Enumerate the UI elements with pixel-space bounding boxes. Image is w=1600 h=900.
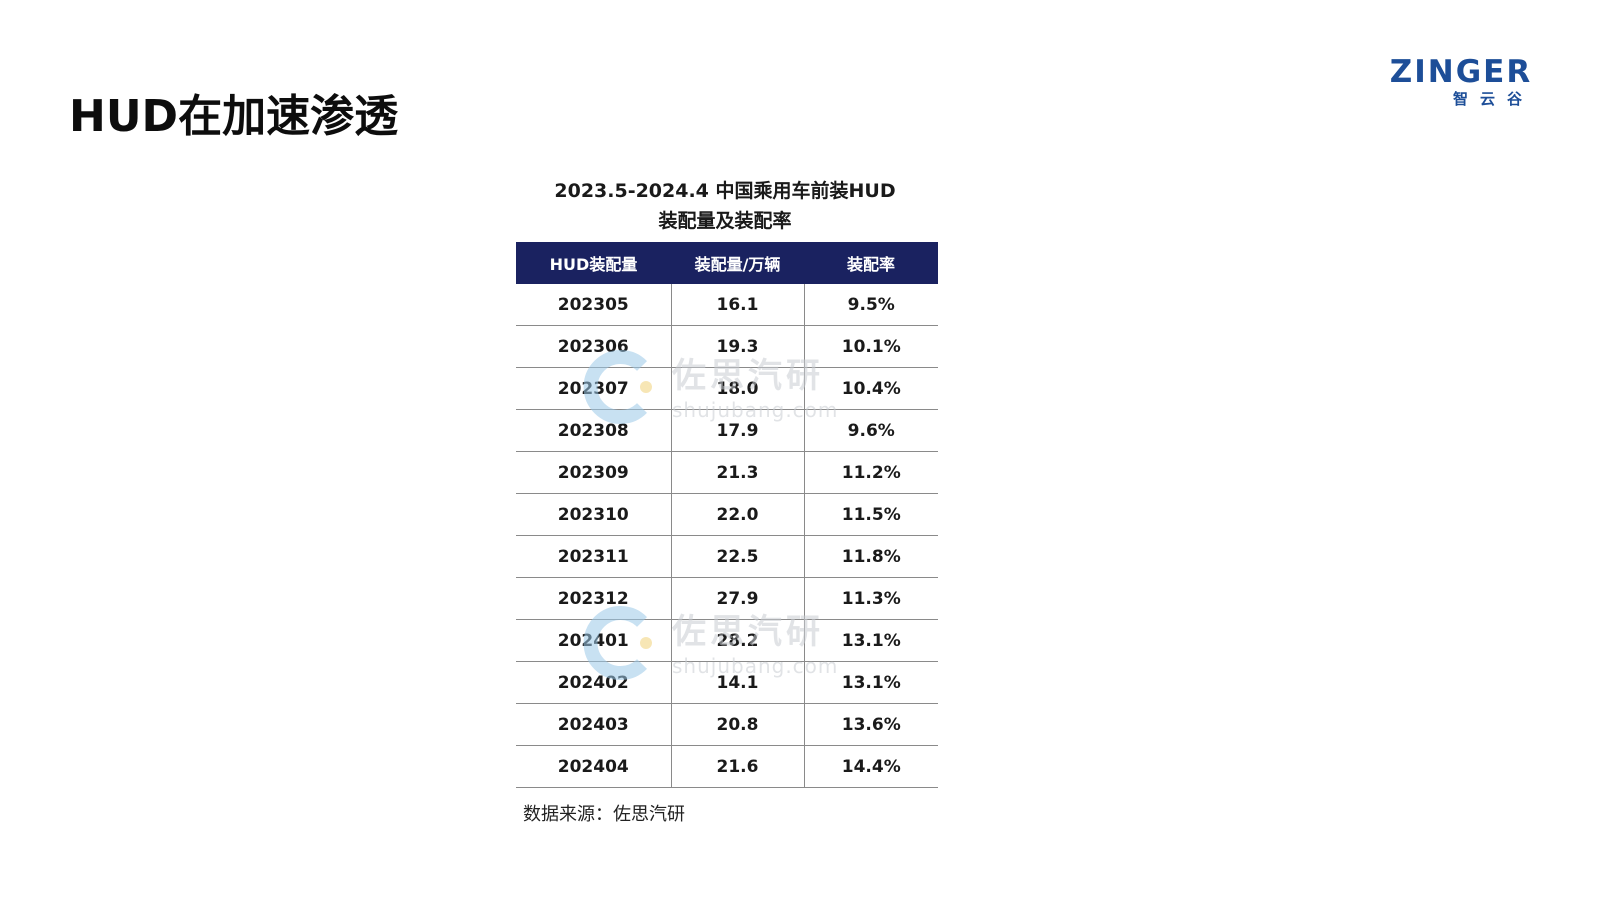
- table-row: 202404 21.6 14.4%: [516, 745, 938, 788]
- table-row: 202401 28.2 13.1%: [516, 619, 938, 662]
- cell-rate: 11.3%: [803, 577, 938, 620]
- cell-month: 202310: [516, 493, 671, 536]
- cell-month: 202312: [516, 577, 671, 620]
- cell-month: 202309: [516, 451, 671, 494]
- slide-title: HUD在加速渗透: [69, 91, 399, 142]
- table-row: 202307 18.0 10.4%: [516, 367, 938, 410]
- cell-month: 202308: [516, 409, 671, 452]
- cell-rate: 11.8%: [803, 535, 938, 578]
- cell-rate: 9.6%: [803, 409, 938, 452]
- cell-volume: 27.9: [670, 577, 804, 620]
- cell-month: 202402: [516, 661, 671, 704]
- cell-rate: 10.4%: [803, 367, 938, 410]
- cell-volume: 17.9: [670, 409, 804, 452]
- header-volume: 装配量/万辆: [671, 242, 804, 284]
- table-row: 202306 19.3 10.1%: [516, 325, 938, 368]
- cell-month: 202307: [516, 367, 671, 410]
- logo-subtitle: 智云谷: [1452, 90, 1534, 108]
- cell-rate: 14.4%: [803, 745, 938, 788]
- table-row: 202402 14.1 13.1%: [516, 661, 938, 704]
- cell-volume: 22.0: [670, 493, 804, 536]
- zinger-logo: ZINGER 智云谷: [1376, 55, 1546, 115]
- cell-month: 202306: [516, 325, 671, 368]
- cell-rate: 11.2%: [803, 451, 938, 494]
- cell-volume: 28.2: [670, 619, 804, 662]
- logo-wordmark: ZINGER: [1389, 54, 1533, 90]
- table-title-line2: 装配量及装配率: [658, 210, 792, 232]
- cell-volume: 21.6: [670, 745, 804, 788]
- table-row: 202305 16.1 9.5%: [516, 284, 938, 326]
- cell-volume: 18.0: [670, 367, 804, 410]
- cell-volume: 22.5: [670, 535, 804, 578]
- header-month: HUD装配量: [516, 242, 671, 284]
- table-row: 202403 20.8 13.6%: [516, 703, 938, 746]
- table-row: 202309 21.3 11.2%: [516, 451, 938, 494]
- cell-rate: 13.1%: [803, 619, 938, 662]
- cell-rate: 13.1%: [803, 661, 938, 704]
- cell-rate: 11.5%: [803, 493, 938, 536]
- cell-volume: 14.1: [670, 661, 804, 704]
- cell-volume: 20.8: [670, 703, 804, 746]
- cell-rate: 10.1%: [803, 325, 938, 368]
- hud-data-table: HUD装配量 装配量/万辆 装配率 202305 16.1 9.5% 20230…: [516, 242, 938, 788]
- cell-volume: 19.3: [670, 325, 804, 368]
- cell-month: 202305: [516, 284, 671, 326]
- table-row: 202311 22.5 11.8%: [516, 535, 938, 578]
- cell-month: 202311: [516, 535, 671, 578]
- table-row: 202308 17.9 9.6%: [516, 409, 938, 452]
- table-title: 2023.5-2024.4 中国乘用车前装HUD 装配量及装配率: [516, 176, 934, 236]
- cell-rate: 13.6%: [803, 703, 938, 746]
- table-row: 202312 27.9 11.3%: [516, 577, 938, 620]
- table-header-row: HUD装配量 装配量/万辆 装配率: [516, 242, 938, 284]
- header-rate: 装配率: [804, 242, 938, 284]
- cell-volume: 21.3: [670, 451, 804, 494]
- cell-month: 202401: [516, 619, 671, 662]
- cell-month: 202404: [516, 745, 671, 788]
- table-row: 202310 22.0 11.5%: [516, 493, 938, 536]
- data-source-note: 数据来源：佐思汽研: [523, 804, 685, 825]
- cell-month: 202403: [516, 703, 671, 746]
- table-title-line1: 2023.5-2024.4 中国乘用车前装HUD: [554, 180, 896, 202]
- cell-rate: 9.5%: [803, 284, 938, 326]
- cell-volume: 16.1: [670, 284, 804, 326]
